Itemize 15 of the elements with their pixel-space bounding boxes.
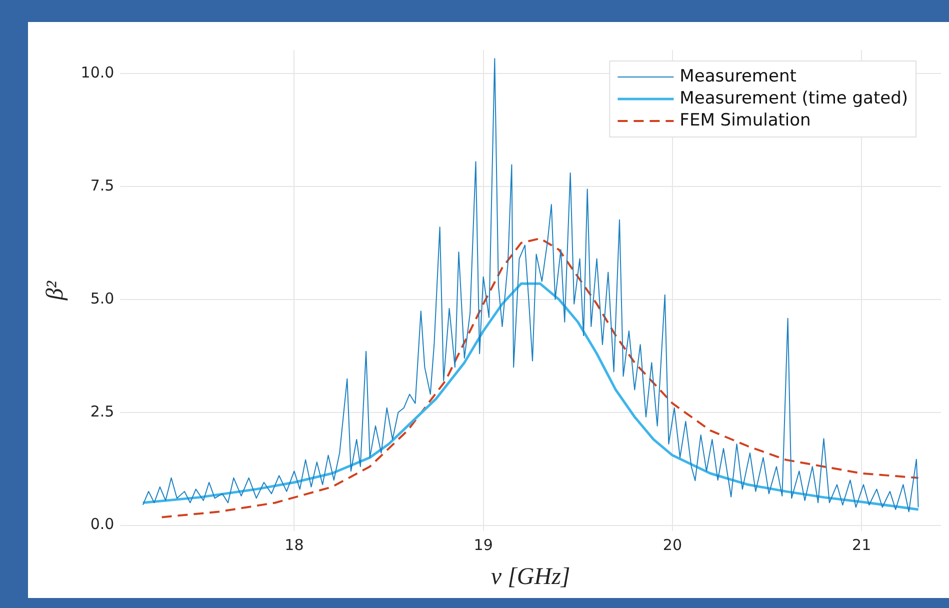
legend-label: Measurement (time gated) (680, 88, 908, 108)
y-tick-label: 7.5 (90, 176, 114, 194)
x-tick-label: 21 (852, 536, 872, 554)
legend-label: Measurement (680, 66, 797, 86)
x-tick-label: 20 (662, 536, 682, 554)
legend-label: FEM Simulation (680, 110, 811, 130)
line-series (160, 237, 920, 518)
x-axis-title: ν [GHz] (490, 564, 570, 590)
y-tick-label: 5.0 (90, 289, 114, 308)
y-tick-label: 2.5 (90, 402, 114, 420)
x-tick-label: 18 (284, 536, 304, 554)
y-tick-label: 10.0 (80, 63, 114, 82)
y-tick-label: 0.0 (90, 515, 114, 534)
y-axis-title: β² (42, 280, 69, 302)
x-tick-label: 19 (474, 536, 493, 554)
